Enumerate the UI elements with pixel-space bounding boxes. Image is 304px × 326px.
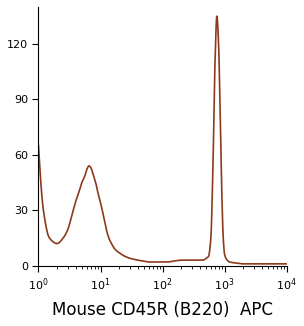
X-axis label: Mouse CD45R (B220)  APC: Mouse CD45R (B220) APC [52,301,273,319]
